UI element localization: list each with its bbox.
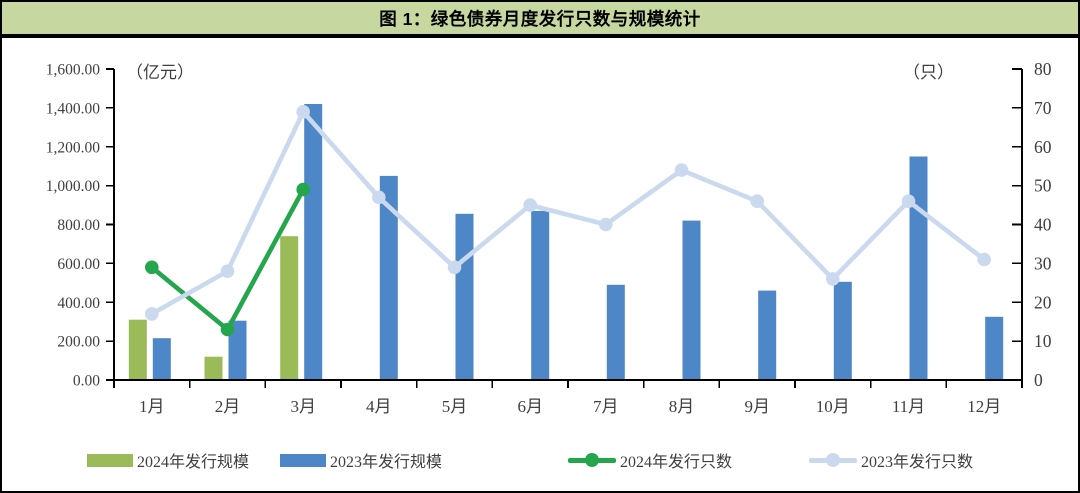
bar bbox=[682, 220, 701, 380]
bar bbox=[758, 290, 777, 380]
right-axis-tick-label: 50 bbox=[1034, 176, 1052, 196]
bar bbox=[280, 236, 299, 380]
line-marker bbox=[599, 217, 613, 232]
x-axis-category-label: 10月 bbox=[816, 397, 850, 416]
right-axis-tick-label: 70 bbox=[1034, 98, 1052, 118]
line-marker bbox=[674, 163, 689, 177]
x-axis-category-label: 7月 bbox=[593, 397, 619, 416]
bar bbox=[606, 284, 625, 380]
right-axis-tick-label: 10 bbox=[1034, 331, 1052, 351]
bar bbox=[204, 356, 223, 380]
left-axis-tick-label: 1,600.00 bbox=[46, 62, 101, 79]
bars-2024年发行规模 bbox=[128, 236, 299, 380]
legend-marker-dot-2024 bbox=[585, 453, 599, 467]
right-axis-tick-label: 20 bbox=[1034, 292, 1052, 312]
bar bbox=[531, 210, 550, 380]
legend-label-2023-scale: 2023年发行规模 bbox=[330, 454, 443, 471]
line-marker bbox=[220, 322, 235, 337]
right-axis-tick-label: 40 bbox=[1034, 215, 1052, 235]
legend-item-2024-count: 2024年发行只数 bbox=[568, 451, 733, 471]
x-axis-category-label: 2月 bbox=[215, 397, 241, 416]
legend-label-2023-count: 2023年发行只数 bbox=[861, 454, 974, 471]
right-axis-tick-label: 60 bbox=[1034, 137, 1052, 157]
left-axis-tick-label: 400.00 bbox=[57, 295, 100, 312]
x-axis-category-label: 4月 bbox=[366, 397, 392, 416]
legend-item-2024-scale: 2024年发行规模 bbox=[87, 451, 250, 471]
line-marker bbox=[145, 260, 159, 275]
axes bbox=[106, 68, 1023, 388]
left-axis-tick-label: 1,400.00 bbox=[46, 100, 101, 117]
right-axis-tick-label: 80 bbox=[1034, 59, 1052, 79]
legend-swatch-2024-count bbox=[568, 453, 616, 467]
bar bbox=[128, 319, 147, 380]
bar bbox=[833, 281, 852, 380]
line-marker bbox=[523, 198, 537, 212]
combo-chart: 0.00 200.00 400.00 600.00 800.00 1,000.00 1,20… bbox=[46, 59, 1052, 416]
line-marker bbox=[220, 264, 235, 278]
x-axis-category-label: 3月 bbox=[290, 397, 316, 416]
x-axis-category-label: 11月 bbox=[892, 397, 925, 416]
right-axis-tick-label: 0 bbox=[1034, 370, 1043, 390]
line-marker bbox=[447, 260, 462, 275]
chart-title-bar: 图 1：绿色债券月度发行只数与规模统计 bbox=[0, 0, 1080, 36]
line-2023年发行只数 bbox=[145, 105, 991, 321]
chart-area: 0.00 200.00 400.00 600.00 800.00 1,000.00 1,20… bbox=[0, 36, 1080, 493]
x-axis-category-label: 8月 bbox=[669, 397, 695, 416]
left-axis-tick-label: 1,000.00 bbox=[46, 178, 101, 195]
x-axis-category-label: 12月 bbox=[967, 397, 1001, 416]
bar bbox=[379, 175, 398, 380]
x-axis-category-label: 5月 bbox=[442, 397, 468, 416]
legend-label-2024-scale: 2024年发行规模 bbox=[137, 454, 250, 471]
left-axis-tick-label: 0.00 bbox=[73, 373, 100, 390]
line-2024年发行只数 bbox=[145, 182, 311, 337]
legend-item-2023-count: 2023年发行只数 bbox=[809, 451, 974, 471]
bar bbox=[909, 156, 928, 380]
x-axis-category-label: 6月 bbox=[517, 397, 543, 416]
line-marker bbox=[145, 307, 159, 321]
line-marker bbox=[296, 105, 311, 119]
tick-labels: 0.00 200.00 400.00 600.00 800.00 1,000.00 1,20… bbox=[46, 59, 1052, 416]
left-axis-tick-label: 800.00 bbox=[57, 217, 100, 234]
line-marker bbox=[901, 194, 916, 208]
line-marker bbox=[750, 194, 764, 208]
line-marker bbox=[372, 190, 386, 205]
chart-title: 图 1：绿色债券月度发行只数与规模统计 bbox=[379, 8, 701, 29]
bar bbox=[985, 316, 1004, 380]
line-marker bbox=[296, 182, 311, 197]
legend-item-2023-scale: 2023年发行规模 bbox=[280, 451, 443, 471]
x-axis-category-label: 1月 bbox=[139, 397, 165, 416]
legend-marker-dot-2023 bbox=[826, 453, 840, 467]
bar bbox=[304, 104, 323, 380]
legend-label-2024-count: 2024年发行只数 bbox=[620, 454, 733, 471]
left-axis-tick-label: 200.00 bbox=[57, 334, 100, 351]
line-marker bbox=[826, 272, 840, 286]
left-axis-tick-label: 600.00 bbox=[57, 256, 100, 273]
bar bbox=[455, 213, 474, 380]
legend-swatch-2024-scale bbox=[87, 453, 133, 467]
legend-swatch-2023-count bbox=[809, 453, 857, 467]
x-axis-category-label: 9月 bbox=[744, 397, 770, 416]
bar bbox=[152, 338, 171, 380]
right-axis-unit-label: （只） bbox=[903, 63, 954, 82]
bar bbox=[228, 320, 247, 380]
line-marker bbox=[977, 252, 991, 267]
legend-swatch-2023-scale bbox=[280, 453, 326, 467]
right-axis-tick-label: 30 bbox=[1034, 253, 1052, 273]
left-axis-tick-label: 1,200.00 bbox=[46, 139, 101, 156]
left-axis-unit-label: （亿元） bbox=[126, 63, 194, 82]
